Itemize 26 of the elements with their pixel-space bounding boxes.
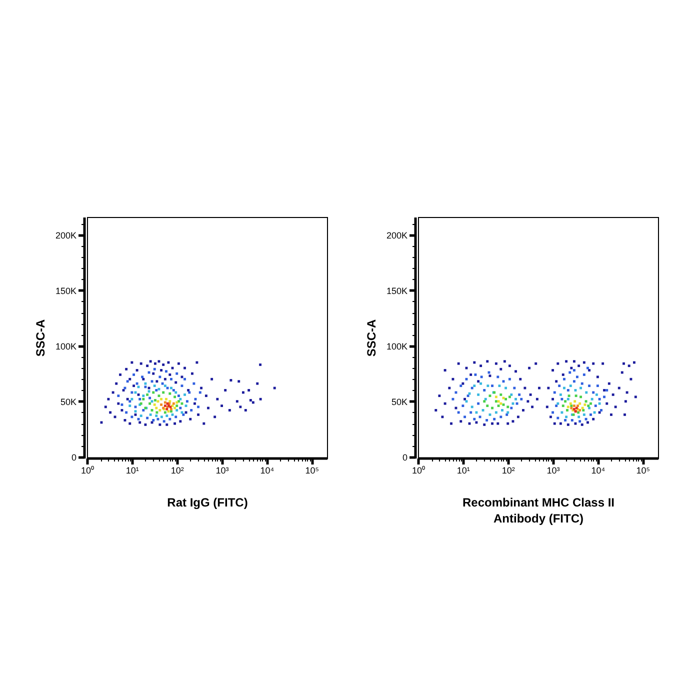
x-tick-label: 10² [502,466,515,476]
y-tick-label: 50K [391,396,408,407]
x-tick-label: 10¹ [126,466,139,476]
y-tick-label: 150K [55,286,76,296]
x-tick-label: 10² [170,466,184,476]
y-axis-title: SSC-A [33,319,48,357]
x-tick-label: 10⁴ [591,466,606,476]
x-tick-label: 10³ [216,466,229,476]
x-tick-label: 10⁴ [260,466,274,476]
y-tick-label: 50K [60,396,76,407]
y-tick-label: 200K [55,230,76,240]
y-tick-label: 100K [386,341,408,352]
x-tick-label: 10⁵ [305,466,320,476]
x-tick-label: 10⁵ [636,466,650,476]
x-axis-title: Recombinant MHC Class II Antibody (FITC) [462,496,615,526]
x-tick-label: 10⁰ [80,466,94,476]
x-tick-label: 10³ [546,466,560,476]
y-tick-label: 100K [55,341,76,352]
x-axis-title: Rat IgG (FITC) [167,496,248,510]
x-tick-label: 10¹ [456,466,470,476]
x-tick-label: 10⁰ [412,466,426,476]
y-axis-title: SSC-A [364,319,378,357]
y-tick-label: 0 [402,452,408,462]
y-tick-label: 0 [71,452,76,462]
y-tick-label: 150K [386,286,408,296]
y-tick-label: 200K [386,230,408,240]
